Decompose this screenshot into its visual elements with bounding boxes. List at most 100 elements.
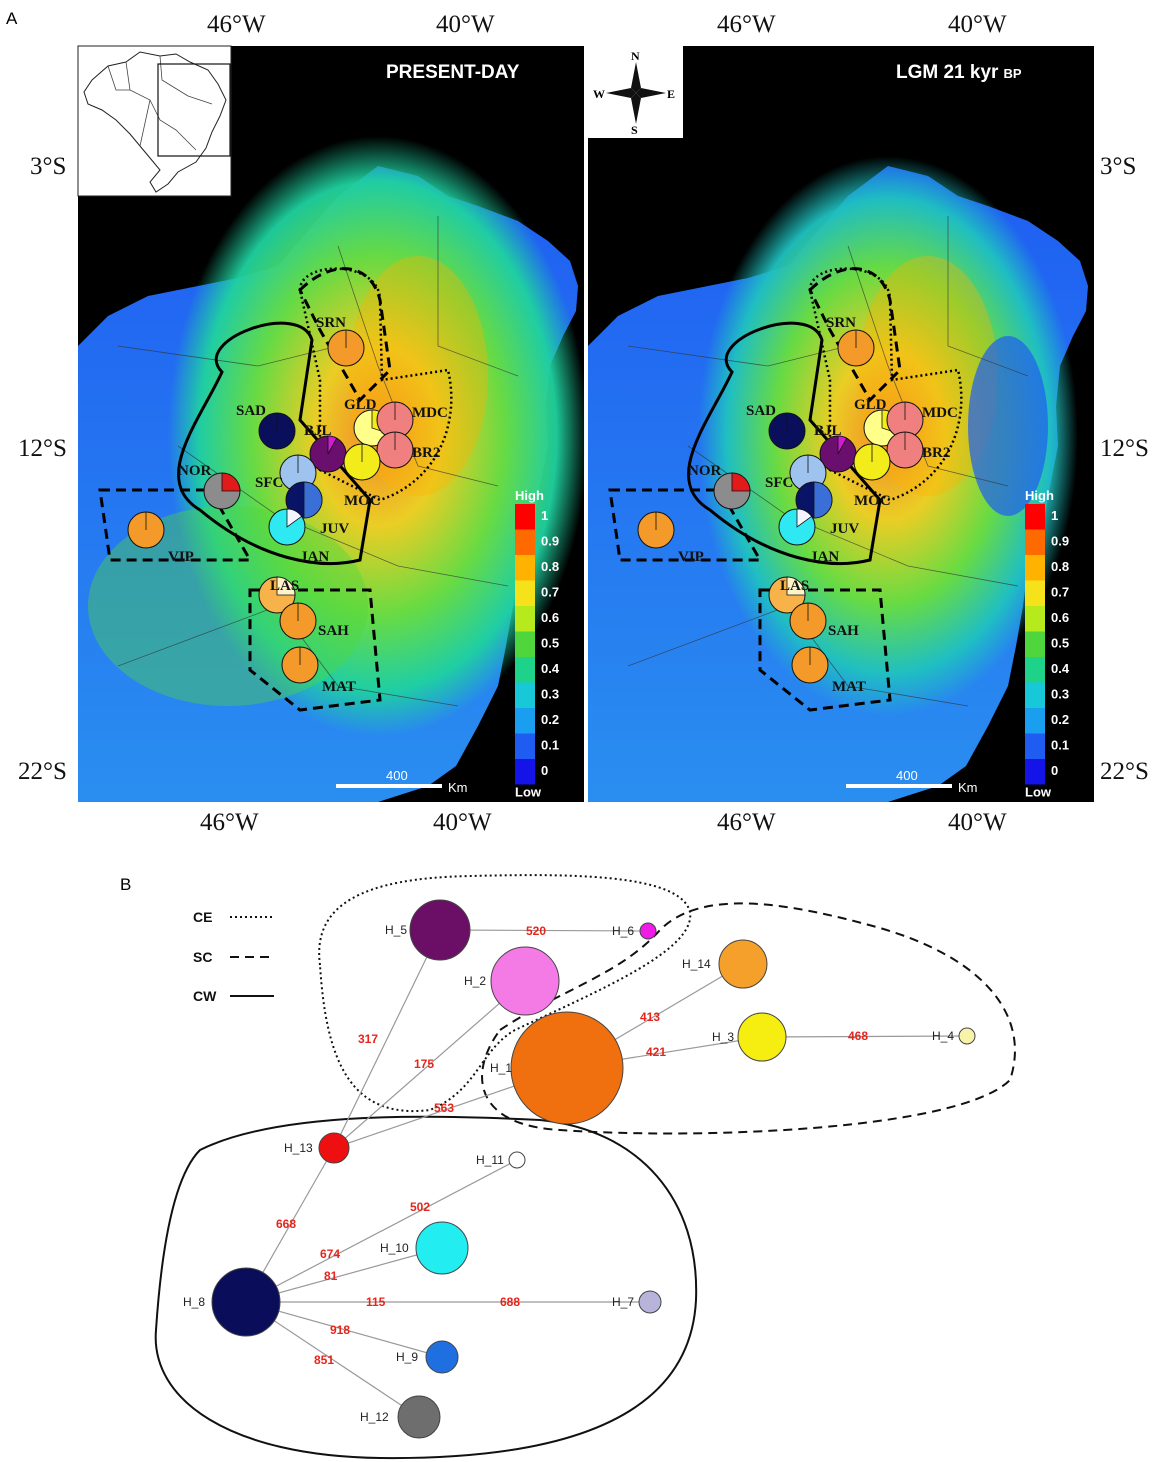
legend-swatch [1025,657,1045,683]
haplotype-label: H_4 [932,1029,954,1043]
scale-value: 400 [386,768,408,783]
haplotype-network: CE SC CW H_1 H_2 H_3 H_4 H_5 H_6 H_7 H_8 H_9 H_10… [154,874,1016,1460]
key-cw-label: CW [193,988,217,1004]
cw-group-outline [154,1115,698,1460]
haplotype-label: H_12 [360,1410,389,1424]
site-label: JUV [830,521,859,537]
mutation-label: 421 [646,1045,666,1059]
site-label: MDC [922,405,958,421]
legend-swatch [1025,733,1045,759]
legend-swatch [515,529,535,555]
site-pie-sector [786,576,806,596]
map-title: LGM 21 kyr BP [896,62,1022,83]
haplotype-node [409,899,471,961]
mutation-label: 115 [366,1295,386,1309]
network-edge [245,1301,420,1418]
site-juv: JUV [795,481,859,537]
site-label: JAN [300,549,329,565]
legend-swatch [1025,631,1045,657]
map-divider [585,46,588,802]
site-label: VIP [168,549,194,565]
cw-region-outline [177,321,372,565]
haplotype-h_7: H_7 [612,1290,662,1314]
site-pie-sector [731,472,751,492]
site-sah: SAH [279,602,349,640]
compass-s: S [631,123,638,137]
map-present-day: SRN SAD BJL GLD MDC BR2 NOR SFC MOC JUV JAN VIP LAS S… [78,46,588,802]
site-pie-sector [837,435,848,455]
haplotype-label: H_2 [464,974,486,988]
site-label: BR2 [922,445,950,461]
haplotype-label: H_3 [712,1030,734,1044]
site-moc: MOC [343,443,381,509]
legend-swatch [515,682,535,708]
scale-value: 400 [896,768,918,783]
haplotype-node [508,1151,526,1169]
bottom-coordinates: 46°W 40°W 46°W 40°W [200,809,1007,836]
bottom-coord-1: 46°W [200,809,259,836]
panel-a-label: A [6,9,18,28]
left-coordinates: 3°S 12°S 22°S [18,153,67,785]
sc-group-outline [481,902,1016,1135]
site-label: JUV [320,521,349,537]
left-coord-2: 12°S [18,435,67,462]
site-sad: SAD [746,403,806,450]
haplotype-label: H_13 [284,1141,313,1155]
compass-n: N [631,49,640,63]
legend-swatch [515,580,535,606]
site-bjl: BJL [814,423,857,473]
site-nor: NOR [688,463,751,510]
legend-tick: 0.8 [1051,559,1069,574]
site-mdc: MDC [376,401,448,439]
haplotype-label: H_6 [612,924,634,938]
site-label: SRN [826,315,856,331]
legend-tick: 1 [541,508,548,523]
site-label: MAT [322,679,356,695]
legend-swatch [1025,606,1045,632]
site-vip: VIP [127,511,194,565]
legend-tick: 1 [1051,508,1058,523]
mutation-label: 520 [526,924,546,938]
haplotype-node [415,1221,469,1275]
site-pie-sector [221,472,241,492]
low-suitability-patch [968,336,1048,516]
site-las: LAS [258,576,299,614]
network-edge [333,929,441,1149]
site-pie-sector [286,508,303,528]
mutation-label: 175 [414,1057,434,1071]
bottom-coord-4: 40°W [948,809,1007,836]
site-label: BJL [304,423,332,439]
network-mutation-labels: 520 317 175 563 413 421 468 668 502 674 81 115 688 91… [276,924,868,1367]
network-edges [245,929,968,1418]
scale-unit: Km [958,780,978,795]
legend-tick: 0.1 [541,738,559,753]
haplotype-node [638,1290,662,1314]
site-label: MOC [344,493,381,509]
mutation-label: 851 [314,1353,334,1367]
panel-b-label: B [120,875,131,894]
haplotype-h_3: H_3 [712,1012,787,1062]
haplotype-node [510,1011,624,1125]
haplotype-h_5: H_5 [385,899,471,961]
legend-swatch [515,733,535,759]
site-srn: SRN [826,315,875,367]
site-label: NOR [178,463,212,479]
site-br2: BR2 [376,431,440,469]
haplotype-h_11: H_11 [476,1151,526,1169]
legend-swatch [515,708,535,734]
haplotype-label: H_1 [490,1061,512,1075]
legend-swatch [1025,580,1045,606]
scale-unit: Km [448,780,468,795]
group-key: CE SC CW [193,909,274,1004]
site-label: LAS [270,578,299,594]
left-coord-3: 22°S [18,758,67,785]
site-label: SFC [255,475,283,491]
site-srn: SRN [316,315,365,367]
right-coordinates: 3°S 12°S 22°S [1100,153,1149,785]
legend-tick: 0.6 [1051,610,1069,625]
sc-region-outline [98,267,392,712]
haplotype-h_4: H_4 [932,1027,976,1045]
haplotype-label: H_7 [612,1295,634,1309]
legend-swatch [1025,759,1045,785]
site-sad: SAD [236,403,296,450]
